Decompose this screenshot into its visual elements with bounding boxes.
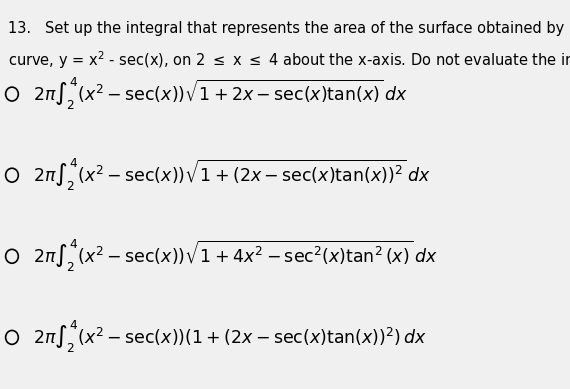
Text: $2\pi \int_{2}^{4} (x^2 - \mathrm{sec}(x))(1 + (2x - \mathrm{sec}(x)\tan(x))^2)\: $2\pi \int_{2}^{4} (x^2 - \mathrm{sec}(x… (33, 319, 427, 356)
Text: 13.   Set up the integral that represents the area of the surface obtained by ro: 13. Set up the integral that represents … (9, 21, 570, 36)
Text: $2\pi \int_{2}^{4} (x^2 - \mathrm{sec}(x))\sqrt{1 + (2x - \mathrm{sec}(x)\tan(x): $2\pi \int_{2}^{4} (x^2 - \mathrm{sec}(x… (33, 157, 431, 193)
Text: $2\pi \int_{2}^{4} (x^2 - \mathrm{sec}(x))\sqrt{1 + 4x^2 - \mathrm{sec}^2(x)\tan: $2\pi \int_{2}^{4} (x^2 - \mathrm{sec}(x… (33, 238, 438, 274)
Text: $2\pi \int_{2}^{4} (x^2 - \mathrm{sec}(x))\sqrt{1 + 2x - \mathrm{sec}(x)\tan(x)}: $2\pi \int_{2}^{4} (x^2 - \mathrm{sec}(x… (33, 76, 408, 112)
Text: curve, y = x$^2$ - sec(x), on 2 $\leq$ x $\leq$ 4 about the x-axis. Do not evalu: curve, y = x$^2$ - sec(x), on 2 $\leq$ x… (9, 50, 570, 71)
